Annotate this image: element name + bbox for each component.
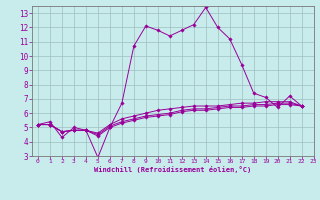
X-axis label: Windchill (Refroidissement éolien,°C): Windchill (Refroidissement éolien,°C): [94, 166, 252, 173]
